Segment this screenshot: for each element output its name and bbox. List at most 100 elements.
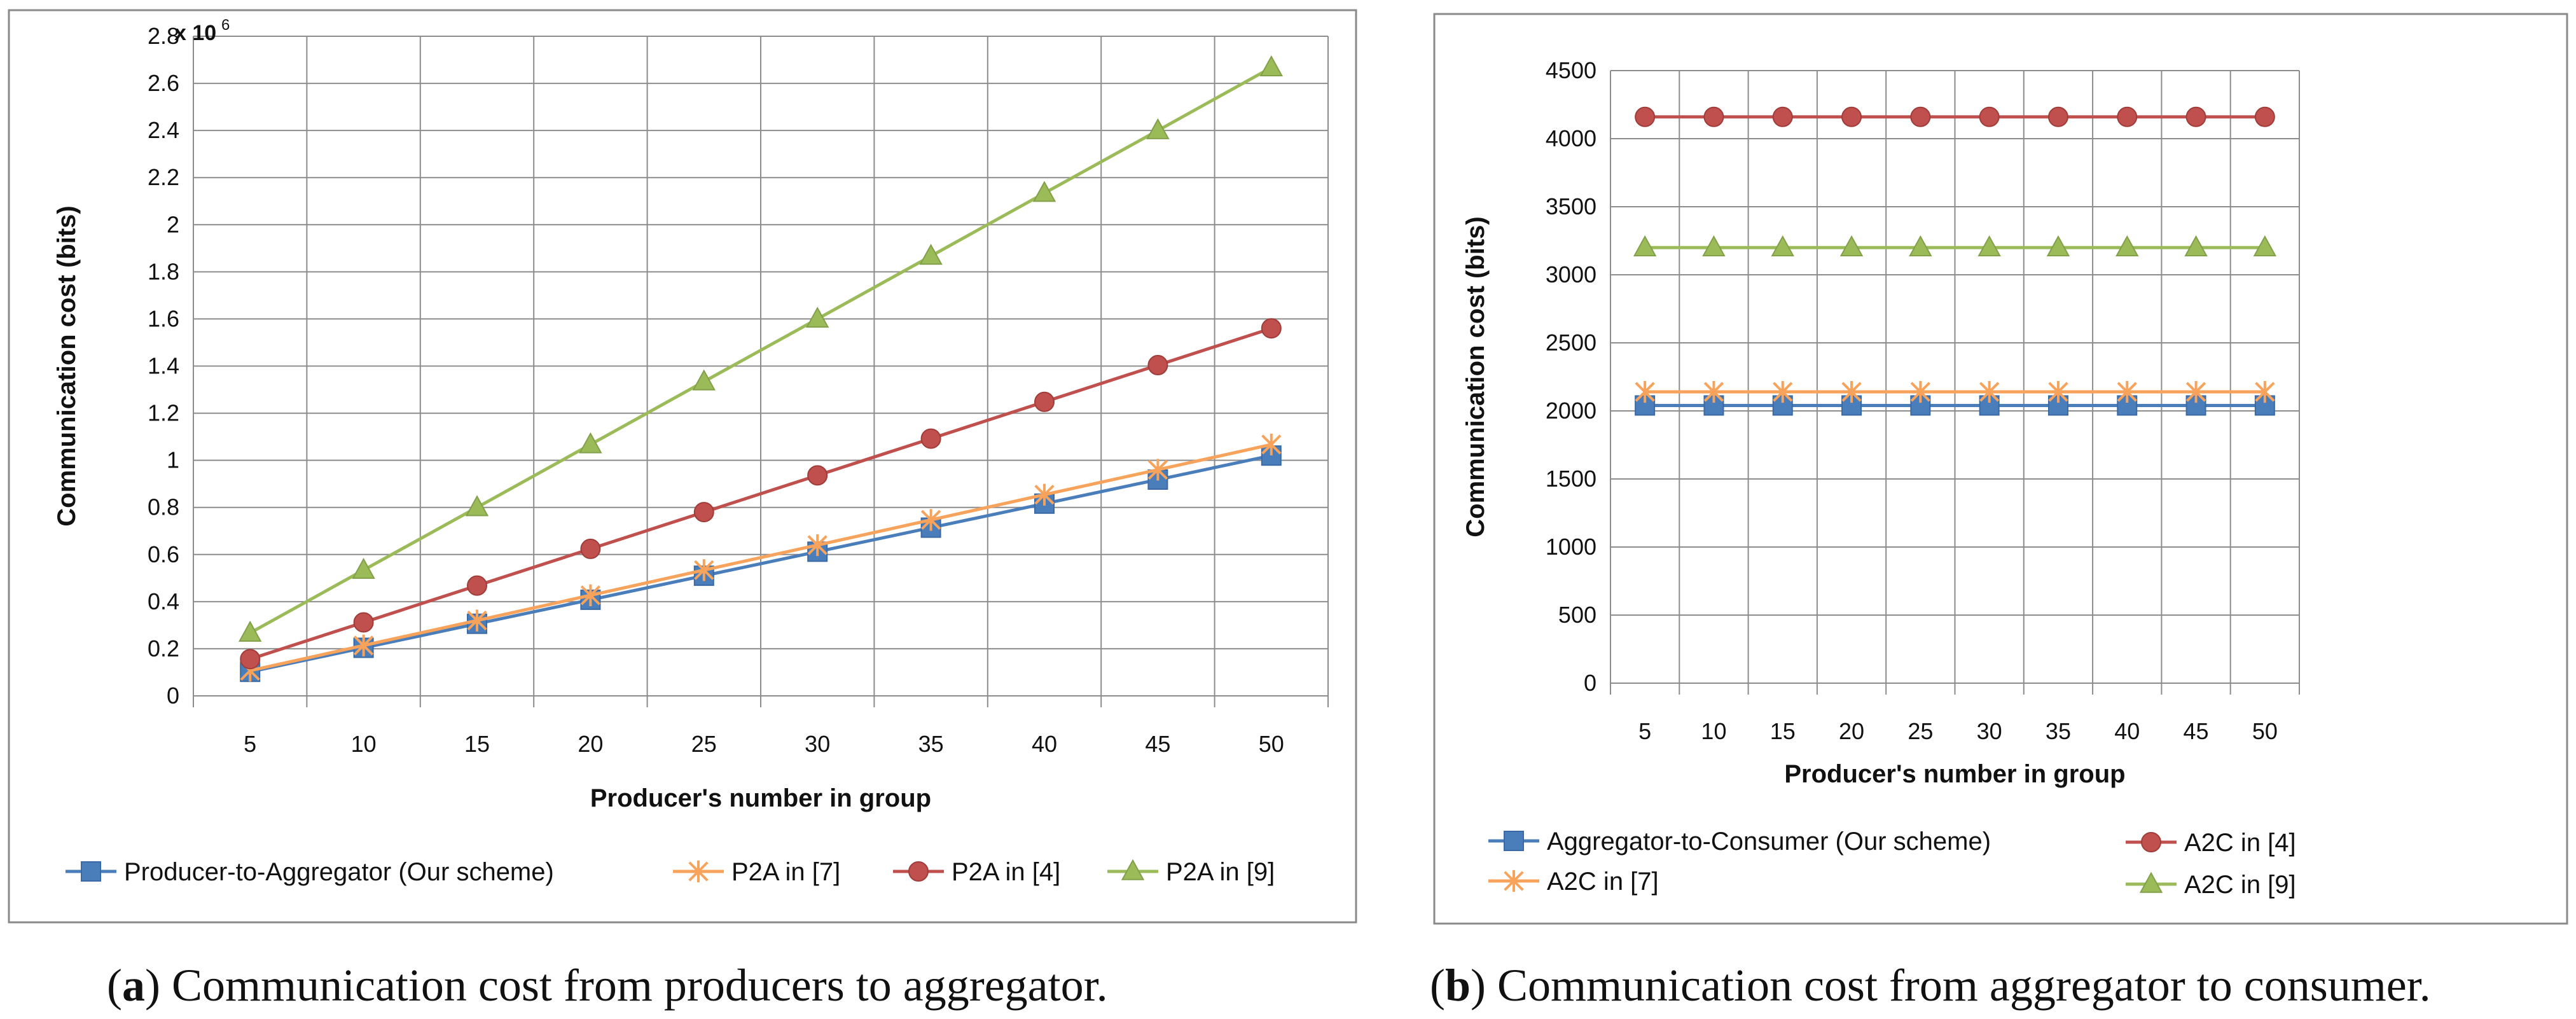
chart-a-series-3-point (692, 369, 716, 391)
chart-b-series-2-point (1635, 380, 1655, 403)
chart-b-series-2-point (2117, 380, 2137, 403)
chart-b-series-2-point (1841, 380, 1862, 403)
chart-b-legend-3-marker (2139, 871, 2163, 893)
chart-b-series-3-point (1771, 235, 1794, 256)
chart-b-series-2-point (1703, 380, 1724, 403)
chart-b-xlabel: Producer's number in group (1784, 760, 2125, 788)
chart-a-ytick-label: 0.8 (148, 494, 179, 520)
chart-a-ytick-label: 1.8 (148, 258, 179, 284)
chart-b-legend-3-label: A2C in [9] (2184, 871, 2296, 899)
chart-b-series-3-point (2184, 235, 2208, 256)
chart-a-series-1-point (580, 584, 601, 606)
chart-b-series-3-point (2253, 235, 2277, 256)
chart-b-series-2-point (2255, 380, 2275, 403)
chart-a-xtick-label: 10 (351, 731, 377, 757)
chart-a-series-2-point (240, 649, 261, 670)
chart-a-series-2-point (1261, 318, 1282, 339)
chart-b-series-1-point (2254, 106, 2275, 127)
chart-b-xtick-label: 30 (1977, 718, 2002, 744)
chart-a-series-2-point (807, 465, 828, 486)
chart-a-series-2-line (249, 326, 1272, 661)
chart-b-legend-2-label: A2C in [7] (1547, 868, 1659, 896)
chart-a-ytick-label: 1.6 (148, 305, 179, 331)
chart-a-legend-0-marker (81, 861, 101, 882)
chart-b-series-1-point (2117, 106, 2138, 127)
chart-b-xtick-label: 35 (2046, 718, 2071, 744)
chart-a-ytick-label: 1 (167, 447, 179, 473)
chart-a-series-1-point (1034, 483, 1055, 506)
chart-b-xtick-label: 40 (2114, 718, 2140, 744)
chart-a-xtick-label: 15 (464, 731, 490, 757)
chart-b-series-1-point (1772, 106, 1793, 127)
chart-b-xtick-label: 5 (1638, 718, 1651, 744)
chart-b-series-3-point (1702, 235, 1726, 256)
chart-b-series-2-point (1910, 380, 1931, 403)
chart-b-xtick-label: 50 (2252, 718, 2278, 744)
chart-a-legend-1-label: P2A in [7] (731, 858, 840, 886)
chart-a-legend-3-label: P2A in [9] (1166, 858, 1275, 886)
chart-a-series-3-point (465, 495, 489, 516)
chart-b-series-1-point (1979, 106, 2000, 127)
chart-b-ytick-label: 2000 (1546, 398, 1596, 424)
chart-a-series-3-line (249, 66, 1273, 635)
chart-a-series-3-point (919, 244, 943, 265)
chart-a-ytick-label: 2.8 (148, 23, 179, 49)
chart-b-legend-1-marker (2141, 832, 2161, 852)
chart-a-border (8, 9, 1357, 924)
chart-b-series-2-point (2048, 380, 2068, 403)
chart-b-series-1-point (1841, 106, 1862, 127)
chart-a-legend-1-marker (688, 860, 709, 883)
caption-a: (a) Communication cost from producers to… (107, 960, 1108, 1011)
chart-b-series-3-point (1633, 235, 1657, 256)
chart-a-series-1-point (694, 559, 714, 581)
chart-a-ylabel: Communication cost (bits) (53, 205, 81, 526)
chart-a-ytick-label: 2 (167, 211, 179, 237)
caption-b: (b) Communication cost from aggregator t… (1430, 960, 2431, 1011)
chart-a-legend-2-marker (908, 861, 929, 882)
chart-a-series-3-point (1032, 181, 1056, 202)
chart-b-ytick-label: 1000 (1546, 534, 1596, 560)
chart-a-series-3-point (352, 557, 375, 579)
chart-a-ytick-label: 2.6 (148, 70, 179, 96)
chart-a-xtick-label: 50 (1259, 731, 1284, 757)
chart-a-series-1-point (807, 534, 828, 557)
chart-b-series-1-point (2185, 106, 2206, 127)
chart-a-xtick-label: 25 (691, 731, 717, 757)
chart-a-xtick-label: 5 (244, 731, 256, 757)
chart-b-xtick-label: 20 (1839, 718, 1864, 744)
chart-a-y-multiplier: x 10 (174, 21, 216, 45)
chart-a-ytick-label: 0 (167, 683, 179, 709)
chart-b-xtick-label: 25 (1908, 718, 1933, 744)
chart-a-ytick-label: 0.4 (148, 588, 179, 614)
chart-a-series-2-point (920, 428, 941, 449)
chart-b-series-1-point (2047, 106, 2068, 127)
chart-a: 0 0.2 0.4 0.6 0.8 1 1.2 1.4 1.6 1.8 2 2.2 2.4 2.6 2.8 5… (53, 17, 1329, 886)
chart-a-xtick-label: 20 (578, 731, 603, 757)
chart-b-series-2-point (1979, 380, 2000, 403)
chart-a-series-1-point (1147, 459, 1168, 481)
chart-a-ytick-label: 2.4 (148, 117, 179, 143)
chart-a-legend-0-label: Producer-to-Aggregator (Our scheme) (124, 858, 554, 886)
chart-a-xtick-label: 45 (1145, 731, 1170, 757)
chart-b-ytick-label: 3000 (1546, 261, 1596, 288)
chart-b-series-3-point (2046, 235, 2070, 256)
chart-b-ytick-label: 500 (1558, 602, 1596, 628)
chart-b-series-1-point (1635, 106, 1656, 127)
chart-a-ytick-label: 0.6 (148, 541, 179, 567)
chart-a-series-1-point (467, 609, 487, 632)
chart-a-ytick-label: 2.2 (148, 164, 179, 190)
chart-b-ytick-label: 1500 (1546, 466, 1596, 492)
chart-a-ytick-label: 1.2 (148, 400, 179, 426)
chart-b-ytick-label: 4500 (1546, 57, 1596, 83)
chart-b-ytick-label: 2500 (1546, 329, 1596, 356)
chart-a-series-1-point (1261, 433, 1282, 455)
chart-b-legend-0-marker (1504, 831, 1524, 851)
chart-b-legend-2-marker (1504, 870, 1524, 892)
chart-a-series-2-point (353, 612, 374, 633)
chart-a-series-3-point (239, 620, 262, 642)
chart-b-legend-1-label: A2C in [4] (2184, 829, 2296, 857)
chart-a-legend-2-label: P2A in [4] (952, 858, 1060, 886)
chart-a-series-2-point (580, 538, 601, 559)
chart-b-series-3-point (1909, 235, 1932, 256)
caption-b-label: b (1444, 960, 1471, 1011)
